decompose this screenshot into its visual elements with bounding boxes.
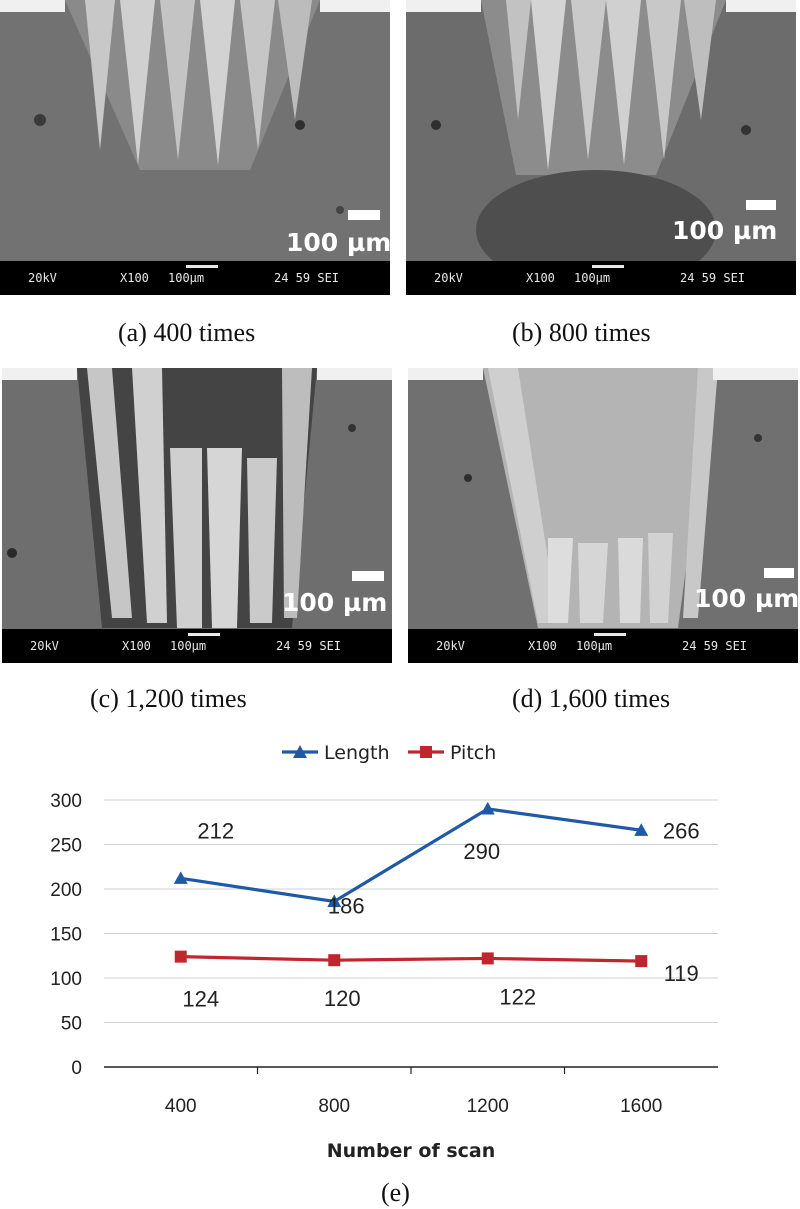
sem-mag-scale: 100µm <box>170 639 207 653</box>
sem-voltage: 20kV <box>30 639 59 653</box>
sem-image-1200: 100 µm 20kV X100 100µm 24 59 SEI <box>2 368 392 663</box>
series-line-length <box>180 807 642 904</box>
sem-voltage: 20kV <box>434 271 463 285</box>
data-label: 119 <box>664 961 699 986</box>
scale-bar <box>746 200 776 210</box>
sem-micrograph-1200 <box>2 368 392 663</box>
sem-image-800: 100 µm 20kV X100 100µm 24 59 SEI <box>406 0 796 295</box>
sem-mag-scale: 100µm <box>168 271 205 285</box>
sem-image-1600: 100 µm 20kV X100 100µm 24 59 SEI <box>408 368 798 663</box>
sem-mag-scale-bar <box>594 633 626 636</box>
data-label: 122 <box>499 984 536 1009</box>
sem-magnification: X100 <box>526 271 555 285</box>
scale-bar <box>764 568 794 578</box>
scale-label: 100 µm <box>282 588 388 617</box>
y-tick-label: 50 <box>61 1014 82 1035</box>
series-line-pitch <box>180 955 642 963</box>
sem-mag-scale-bar <box>592 265 624 268</box>
scale-label: 100 µm <box>694 584 798 613</box>
sem-magnification: X100 <box>120 271 149 285</box>
data-point-length <box>634 823 649 836</box>
scale-label: 100 µm <box>286 228 390 257</box>
data-label: 186 <box>328 893 365 918</box>
scale-label: 100 µm <box>672 216 778 245</box>
legend-marker-pitch <box>420 746 432 758</box>
y-tick-label: 300 <box>50 791 82 812</box>
x-tick-label: 1200 <box>467 1096 509 1117</box>
sem-micrograph-400 <box>0 0 390 295</box>
sem-voltage: 20kV <box>436 639 465 653</box>
sem-voltage: 20kV <box>28 271 57 285</box>
sem-mag-scale: 100µm <box>576 639 613 653</box>
legend-label-pitch: Pitch <box>450 742 496 764</box>
sem-magnification: X100 <box>528 639 557 653</box>
sem-info-bar: 20kV X100 100µm 24 59 SEI <box>0 261 390 295</box>
x-tick-label: 400 <box>165 1096 197 1117</box>
sem-code: 24 59 SEI <box>276 639 342 653</box>
legend-label-length: Length <box>324 742 390 764</box>
x-axis-label: Number of scan <box>327 1140 496 1162</box>
data-point-length <box>173 871 188 884</box>
sem-code: 24 59 SEI <box>680 271 746 285</box>
sem-code: 24 59 SEI <box>682 639 748 653</box>
data-label: 212 <box>197 818 234 843</box>
sem-micrograph-1600 <box>408 368 798 663</box>
data-point-pitch <box>174 950 187 963</box>
data-point-pitch <box>635 955 648 968</box>
data-label: 266 <box>663 818 700 843</box>
caption-d: (d) 1,600 times <box>512 684 671 713</box>
y-tick-label: 100 <box>50 969 82 990</box>
scale-bar <box>348 210 380 220</box>
sem-info-bar: 20kV X100 100µm 24 59 SEI <box>408 629 798 663</box>
data-point-length <box>327 894 342 908</box>
data-point-pitch <box>328 954 341 967</box>
line-chart: 0 50 100 150 200 250 300 400 800 1200 1600 Number o… <box>50 742 718 1162</box>
caption-c: (c) 1,200 times <box>90 684 247 713</box>
sem-mag-scale-bar <box>186 265 218 268</box>
legend-marker-length <box>293 745 307 758</box>
y-tick-label: 250 <box>50 836 82 857</box>
data-point-pitch <box>481 952 494 965</box>
figure-caption: (e) <box>381 1178 410 1207</box>
x-tick-label: 800 <box>318 1096 350 1117</box>
caption-b: (b) 800 times <box>512 318 651 347</box>
sem-image-400: 100 µm 20kV X100 100µm 24 59 SEI <box>0 0 390 295</box>
y-tick-label: 200 <box>50 880 82 901</box>
sem-mag-scale-bar <box>188 633 220 636</box>
sem-magnification: X100 <box>122 639 151 653</box>
sem-info-bar: 20kV X100 100µm 24 59 SEI <box>2 629 392 663</box>
sem-code: 24 59 SEI <box>274 271 340 285</box>
y-tick-label: 0 <box>71 1058 82 1079</box>
data-label: 124 <box>182 987 219 1012</box>
sem-micrograph-800 <box>406 0 796 295</box>
data-point-length <box>480 801 495 815</box>
sem-mag-scale: 100µm <box>574 271 611 285</box>
scale-bar <box>352 571 384 581</box>
caption-a: (a) 400 times <box>118 318 256 347</box>
data-label: 120 <box>324 986 361 1011</box>
x-tick-label: 1600 <box>620 1096 662 1117</box>
sem-info-bar: 20kV X100 100µm 24 59 SEI <box>406 261 796 295</box>
data-label: 290 <box>463 839 500 864</box>
y-tick-label: 150 <box>50 925 82 946</box>
